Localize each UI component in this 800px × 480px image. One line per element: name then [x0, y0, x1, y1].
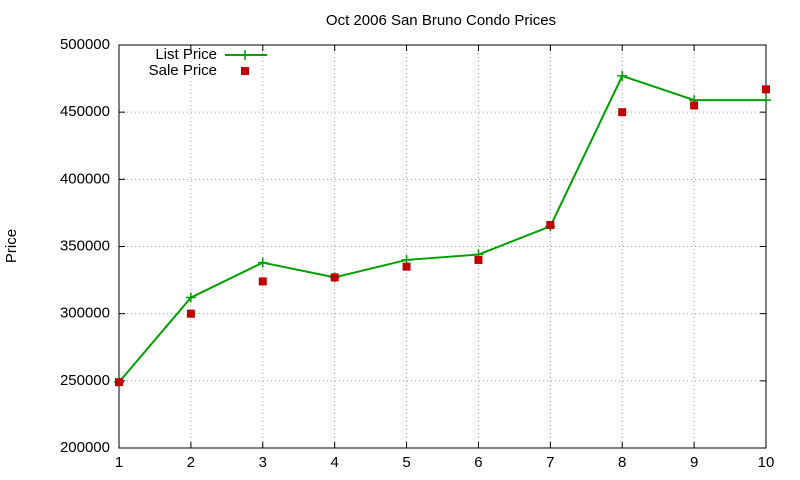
point-marker — [617, 70, 628, 81]
legend-marker — [241, 67, 249, 75]
point-marker — [115, 378, 123, 387]
plot-border — [118, 44, 767, 449]
point-marker — [474, 255, 483, 264]
y-tick-label: 250000 — [60, 372, 110, 389]
y-tick-label: 200000 — [60, 439, 110, 456]
point-marker — [546, 221, 555, 230]
series-line — [118, 74, 766, 383]
y-tick-label: 300000 — [60, 305, 110, 322]
x-tick-label: 3 — [259, 454, 267, 471]
x-tick-label: 7 — [546, 454, 554, 471]
point-marker — [330, 273, 339, 282]
x-tick-label: 2 — [187, 454, 195, 471]
x-tick-label: 5 — [402, 454, 410, 471]
y-tick-label: 400000 — [60, 170, 110, 187]
chart-title: Oct 2006 San Bruno Condo Prices — [326, 12, 556, 29]
x-tick-label: 1 — [115, 454, 123, 471]
x-tick-label: 6 — [474, 454, 482, 471]
y-axis-label: Price — [3, 229, 20, 263]
legend-marker — [240, 50, 250, 60]
point-marker — [258, 277, 267, 286]
x-tick-label: 8 — [618, 454, 626, 471]
point-marker — [186, 309, 195, 318]
legend-label: Sale Price — [149, 62, 217, 79]
x-tick-label: 4 — [330, 454, 338, 471]
y-tick-label: 450000 — [60, 103, 110, 120]
point-marker — [402, 262, 411, 271]
y-tick-label: 350000 — [60, 237, 110, 254]
x-tick-label: 10 — [758, 454, 775, 471]
legend-label: List Price — [155, 46, 217, 63]
point-marker — [257, 257, 268, 268]
point-marker — [690, 101, 699, 110]
point-marker — [761, 95, 771, 106]
point-marker — [185, 292, 196, 303]
y-tick-label: 500000 — [60, 36, 110, 53]
x-tick-label: 9 — [690, 454, 698, 471]
point-marker — [618, 108, 627, 117]
point-marker — [762, 85, 770, 94]
